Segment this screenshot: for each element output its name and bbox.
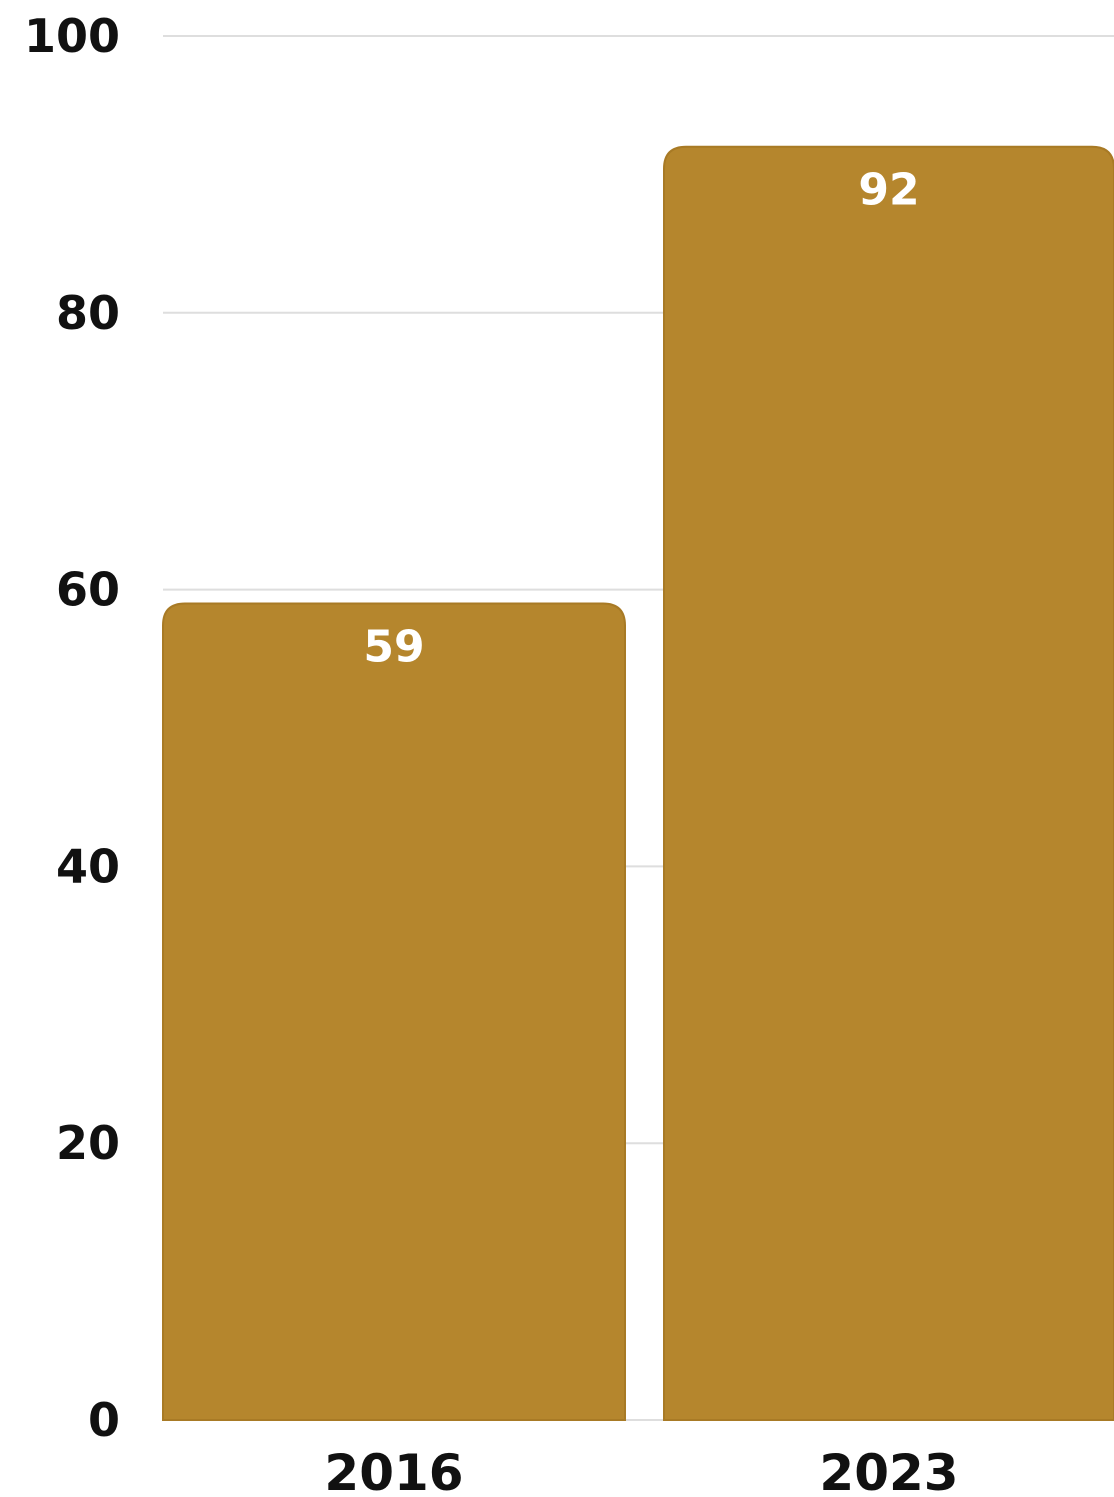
- y-tick-label-20: 20: [56, 1116, 120, 1170]
- y-tick-label-40: 40: [56, 839, 120, 893]
- x-tick-label-2016: 2016: [324, 1444, 463, 1497]
- data-label-2023: 92: [858, 165, 919, 216]
- y-axis: 0 20 40 60 80 100: [24, 9, 120, 1447]
- bar-2023: [663, 145, 1114, 1421]
- bars: 59 92: [162, 145, 1114, 1421]
- x-tick-label-2023: 2023: [819, 1444, 958, 1497]
- y-tick-label-100: 100: [24, 9, 120, 63]
- y-tick-label-60: 60: [56, 563, 120, 617]
- x-axis: 2016 2023: [324, 1444, 958, 1497]
- data-label-2016: 59: [363, 621, 424, 672]
- y-tick-label-80: 80: [56, 286, 120, 340]
- y-tick-label-0: 0: [88, 1393, 120, 1447]
- bar-2016: [162, 602, 626, 1421]
